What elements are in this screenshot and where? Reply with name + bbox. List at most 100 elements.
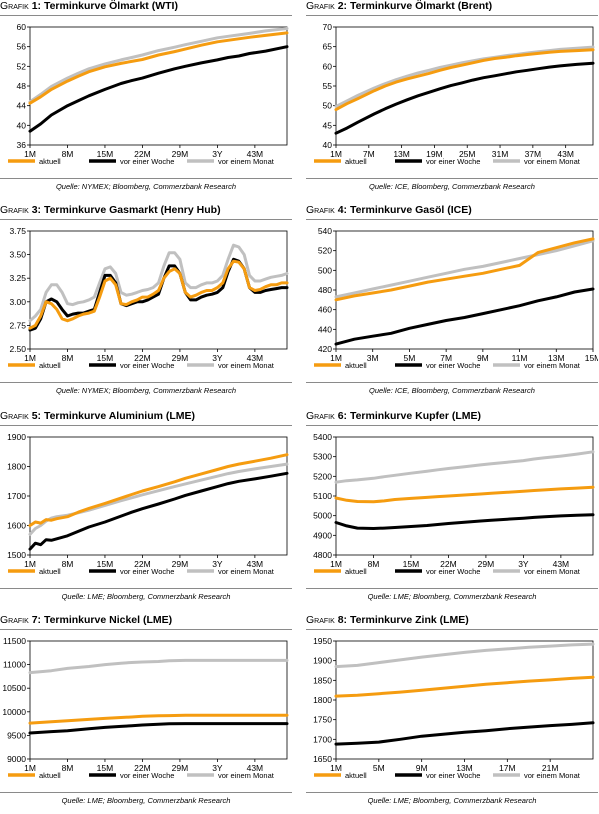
series-line-0 — [28, 31, 289, 105]
y-tick-label: 3.00 — [9, 297, 26, 307]
chart-title: Grafik 7: Terminkurve Nickel (LME) — [0, 614, 172, 626]
legend-label: vor einem Monat — [524, 567, 581, 576]
y-tick-label: 440 — [318, 324, 332, 334]
x-tick-label: 15M — [97, 559, 114, 569]
series-line-2 — [28, 27, 289, 104]
y-tick-label: 11000 — [3, 660, 26, 670]
x-tick-label: 9M — [416, 763, 428, 773]
grafik-label: Grafik — [0, 410, 29, 422]
series-line-0 — [28, 259, 289, 330]
x-tick-label: 22M — [134, 353, 151, 363]
legend-label: aktuell — [345, 567, 367, 576]
legend-label: vor einer Woche — [120, 361, 174, 370]
y-tick-label: 3.25 — [9, 273, 26, 283]
y-tick-label: 1700 — [7, 491, 26, 501]
y-tick-label: 70 — [323, 22, 333, 32]
x-tick-label: 3Y — [212, 149, 223, 159]
y-tick-label: 1800 — [7, 462, 26, 472]
x-tick-label: 43M — [247, 353, 264, 363]
chart-panel-4: Grafik 4: Terminkurve Gasöl (ICE) 420 440 4… — [306, 204, 598, 404]
grafik-label: Grafik — [306, 614, 335, 626]
x-tick-label: 43M — [247, 763, 264, 773]
y-tick-label: 4900 — [313, 530, 332, 540]
y-tick-label: 2.75 — [9, 320, 26, 330]
chart-panel-5: Grafik 5: Terminkurve Aluminium (LME) 150… — [0, 410, 292, 610]
y-tick-label: 3.75 — [9, 226, 26, 236]
series-line-2 — [28, 658, 289, 675]
y-tick-label: 1500 — [7, 550, 26, 560]
series-line-2 — [334, 239, 595, 299]
chart-title-text: Terminkurve Gasmarkt (Henry Hub) — [43, 204, 221, 216]
legend-label: aktuell — [39, 361, 61, 370]
x-tick-label: 3M — [367, 353, 379, 363]
source-rule — [306, 382, 598, 383]
title-rule — [306, 219, 598, 220]
y-tick-label: 1950 — [313, 636, 332, 646]
title-rule — [0, 425, 292, 426]
source-note: Quelle: NYMEX; Bloomberg, Commerzbank Re… — [55, 386, 237, 395]
x-tick-label: 7M — [363, 149, 375, 159]
x-tick-label: 8M — [368, 559, 380, 569]
grafik-label: Grafik — [306, 0, 335, 12]
legend-label: aktuell — [39, 567, 61, 576]
y-tick-label: 520 — [318, 246, 332, 256]
grafik-label: Grafik — [306, 204, 335, 216]
chart-title: Grafik 8: Terminkurve Zink (LME) — [306, 614, 469, 626]
x-tick-label: 7M — [440, 353, 452, 363]
chart-title-text: Terminkurve Nickel (LME) — [43, 614, 173, 626]
source-rule — [306, 588, 598, 589]
series-line-0 — [334, 237, 595, 302]
y-tick-label: 52 — [17, 61, 27, 71]
chart-panel-1: Grafik 1: Terminkurve Ölmarkt (WTI) 36 40 4… — [0, 0, 292, 200]
legend-label: aktuell — [39, 157, 61, 166]
title-rule — [306, 425, 598, 426]
title-rule — [0, 15, 292, 16]
grafik-number: 7: — [28, 614, 44, 626]
grafik-number: 8: — [334, 614, 350, 626]
x-tick-label: 8M — [62, 149, 74, 159]
x-tick-label: 15M — [403, 559, 420, 569]
plot-frame — [29, 26, 288, 146]
series-line-1 — [334, 61, 595, 135]
x-tick-label: 15M — [97, 149, 114, 159]
legend-label: aktuell — [345, 361, 367, 370]
chart-title-text: Terminkurve Ölmarkt (WTI) — [43, 0, 178, 12]
source-rule — [0, 382, 292, 383]
source-rule — [0, 792, 292, 793]
line-chart: 420 440 460 480 500 520 540 1M 3M 5M 7M 9M 11M 13M 15M… — [314, 226, 598, 370]
series-line-2 — [334, 45, 595, 108]
y-tick-label: 2.50 — [9, 344, 26, 354]
chart-title-text: Terminkurve Kupfer (LME) — [349, 410, 482, 422]
x-tick-label: 1M — [330, 559, 342, 569]
line-chart: 4800 4900 5000 5100 5200 5300 5400 1M 8M 15M 22M 29… — [313, 432, 595, 576]
y-tick-label: 65 — [323, 42, 333, 52]
x-tick-label: 31M — [492, 149, 509, 159]
series-line-2 — [334, 642, 595, 669]
chart-title-text: Terminkurve Zink (LME) — [349, 614, 469, 626]
series-line-2 — [334, 450, 595, 484]
x-tick-label: 43M — [557, 149, 574, 159]
grafik-number: 2: — [334, 0, 350, 12]
grafik-label: Grafik — [0, 204, 29, 216]
legend-label: vor einem Monat — [218, 771, 275, 780]
x-tick-label: 15M — [585, 353, 598, 363]
series-line-1 — [334, 721, 595, 746]
y-tick-label: 480 — [318, 285, 332, 295]
source-note: Quelle: LME; Bloomberg, Commerzbank Rese… — [61, 592, 231, 601]
title-rule — [306, 15, 598, 16]
x-tick-label: 25M — [459, 149, 476, 159]
x-tick-label: 22M — [134, 559, 151, 569]
y-tick-label: 1800 — [313, 695, 332, 705]
legend-label: vor einem Monat — [218, 157, 275, 166]
series-line-2 — [28, 462, 289, 536]
series-line-0 — [334, 485, 595, 504]
chart-panel-2: Grafik 2: Terminkurve Ölmarkt (Brent) 40 4… — [306, 0, 598, 200]
y-tick-label: 1900 — [313, 656, 332, 666]
x-tick-label: 8M — [62, 559, 74, 569]
source-note: Quelle: LME; Bloomberg, Commerzbank Rese… — [61, 796, 231, 805]
source-rule — [0, 588, 292, 589]
x-tick-label: 29M — [478, 559, 495, 569]
source-note: Quelle: NYMEX; Bloomberg, Commerzbank Re… — [55, 182, 237, 191]
x-tick-label: 21M — [542, 763, 559, 773]
grafik-label: Grafik — [0, 0, 29, 12]
